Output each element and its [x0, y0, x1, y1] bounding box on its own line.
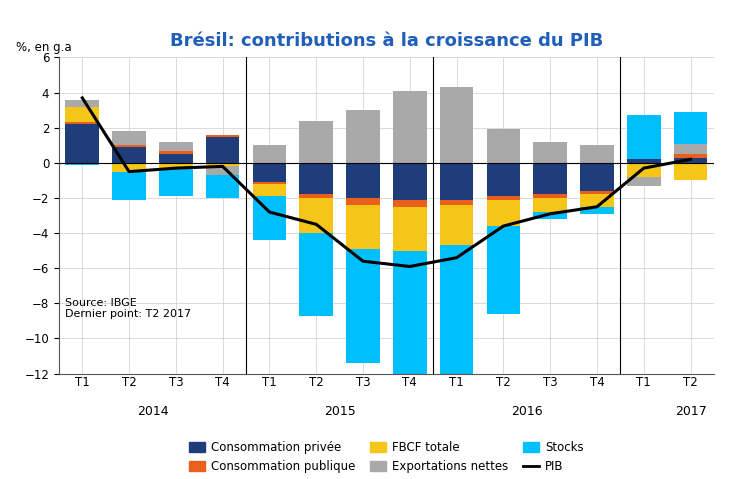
Bar — [393, 163, 427, 200]
Bar — [206, 163, 239, 166]
Bar — [393, 200, 427, 207]
Bar — [206, 166, 239, 175]
Bar — [439, 205, 473, 245]
Bar — [580, 145, 614, 163]
Bar — [252, 182, 286, 184]
Bar — [112, 163, 146, 171]
Bar — [673, 163, 707, 181]
Bar — [439, 200, 473, 205]
Bar — [346, 163, 380, 198]
Bar — [206, 137, 239, 163]
Bar — [580, 163, 614, 191]
Bar — [159, 163, 193, 168]
Bar — [252, 184, 286, 196]
Bar — [300, 194, 333, 198]
Bar — [627, 163, 661, 177]
Bar — [486, 200, 520, 226]
Text: %, en g.a: %, en g.a — [16, 41, 72, 54]
Bar — [534, 194, 567, 198]
Bar — [300, 121, 333, 163]
Text: 2017: 2017 — [675, 405, 707, 418]
Bar — [580, 194, 614, 207]
Bar — [534, 198, 567, 212]
Bar — [346, 198, 380, 205]
Bar — [534, 212, 567, 219]
Bar — [393, 251, 427, 412]
Text: 2015: 2015 — [324, 405, 355, 418]
Bar — [300, 198, 333, 233]
Bar — [486, 196, 520, 200]
Bar — [112, 145, 146, 147]
Legend: Consommation privée, Consommation publique, FBCF totale, Exportations nettes, St: Consommation privée, Consommation publiq… — [184, 436, 589, 478]
Bar — [159, 142, 193, 150]
Bar — [486, 163, 520, 196]
Bar — [346, 249, 380, 363]
Title: Brésil: contributions à la croissance du PIB: Brésil: contributions à la croissance du… — [170, 33, 603, 50]
Bar — [673, 112, 707, 144]
Bar — [346, 205, 380, 249]
Bar — [300, 233, 333, 316]
Bar — [206, 175, 239, 198]
Bar — [66, 107, 99, 123]
Bar — [673, 144, 707, 154]
Bar — [159, 150, 193, 154]
Bar — [346, 110, 380, 163]
Bar — [159, 168, 193, 196]
Bar — [627, 160, 661, 163]
Bar — [252, 196, 286, 240]
Bar — [580, 207, 614, 214]
Bar — [627, 177, 661, 186]
Bar — [534, 142, 567, 163]
Bar — [673, 154, 707, 158]
Bar — [112, 147, 146, 163]
Bar — [580, 191, 614, 194]
Bar — [673, 158, 707, 163]
Bar — [393, 207, 427, 251]
Bar — [66, 163, 99, 165]
Bar — [66, 124, 99, 163]
Bar — [439, 87, 473, 163]
Bar — [534, 163, 567, 194]
Bar — [486, 226, 520, 314]
Bar — [486, 129, 520, 163]
Bar — [206, 135, 239, 137]
Bar — [627, 115, 661, 160]
Bar — [300, 163, 333, 194]
Text: Source: IBGE
Dernier point: T2 2017: Source: IBGE Dernier point: T2 2017 — [66, 298, 191, 319]
Text: 2016: 2016 — [511, 405, 542, 418]
Bar — [439, 245, 473, 384]
Bar — [112, 171, 146, 200]
Bar — [393, 91, 427, 163]
Bar — [252, 163, 286, 182]
Bar — [66, 100, 99, 107]
Bar — [159, 154, 193, 163]
Bar — [252, 145, 286, 163]
Bar — [66, 123, 99, 124]
Bar — [112, 131, 146, 145]
Text: 2014: 2014 — [137, 405, 169, 418]
Bar — [439, 163, 473, 200]
